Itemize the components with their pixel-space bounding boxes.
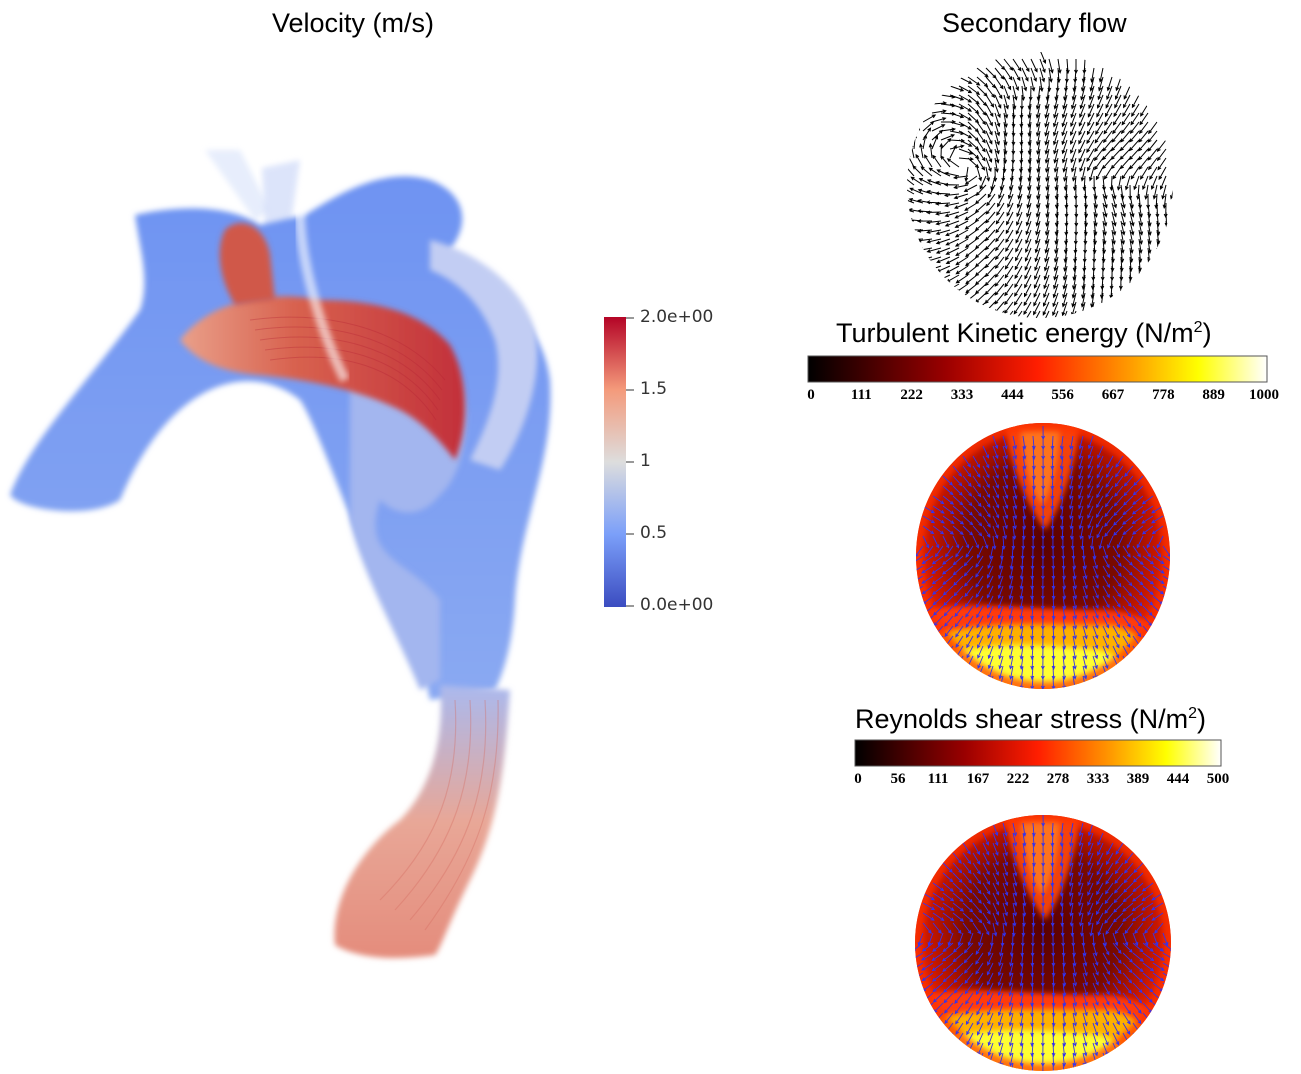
colorbar-tick-label: 444 [1001, 387, 1024, 403]
tke-colorbar [807, 355, 1268, 383]
rss-colorbar [854, 739, 1222, 767]
secondary-flow-title: Secondary flow [942, 8, 1127, 38]
colorbar-tick-label: 389 [1126, 771, 1150, 787]
rss-title: Reynolds shear stress (N/m2) [855, 704, 1207, 734]
velocity-colorbar-max-label: 2.0e+00 [640, 307, 714, 327]
aorta-velocity-rendering [10, 150, 551, 958]
colorbar-tick-label: 222 [1006, 771, 1030, 787]
colorbar-tick-label: 222 [900, 387, 923, 403]
colorbar-tick-label: 0 [807, 387, 815, 403]
velocity-colorbar-tick-label: 0.5 [640, 523, 668, 543]
colorbar-tick-label: 667 [1101, 387, 1125, 403]
velocity-title: Velocity (m/s) [272, 8, 435, 38]
colorbar-tick-label: 56 [890, 771, 906, 787]
rss-cross-section [915, 815, 1171, 1071]
colorbar-tick-label: 167 [966, 771, 990, 787]
colorbar-tick-label: 444 [1166, 771, 1190, 787]
velocity-colorbar-tick-label: 1.5 [640, 379, 668, 399]
colorbar-tick-label: 889 [1202, 387, 1225, 403]
velocity-colorbar [604, 317, 626, 607]
velocity-colorbar-ticks [626, 317, 634, 607]
colorbar-tick-label: 111 [850, 387, 872, 403]
colorbar-tick-label: 1000 [1249, 387, 1279, 403]
tke-cross-section [916, 423, 1170, 689]
tke-title: Turbulent Kinetic energy (N/m2) [836, 318, 1212, 348]
colorbar-tick-label: 0 [854, 771, 862, 787]
colorbar-tick-label: 556 [1051, 387, 1074, 403]
colorbar-tick-label: 333 [950, 387, 974, 403]
colorbar-tick-label: 500 [1206, 771, 1230, 787]
velocity-colorbar-min-label: 0.0e+00 [640, 595, 714, 615]
colorbar-tick-label: 333 [1086, 771, 1110, 787]
secondary-flow-vectors [907, 52, 1173, 318]
colorbar-tick-label: 111 [927, 771, 949, 787]
colorbar-tick-label: 778 [1152, 387, 1175, 403]
colorbar-tick-label: 278 [1046, 771, 1070, 787]
velocity-colorbar-tick-label: 1 [640, 451, 651, 471]
